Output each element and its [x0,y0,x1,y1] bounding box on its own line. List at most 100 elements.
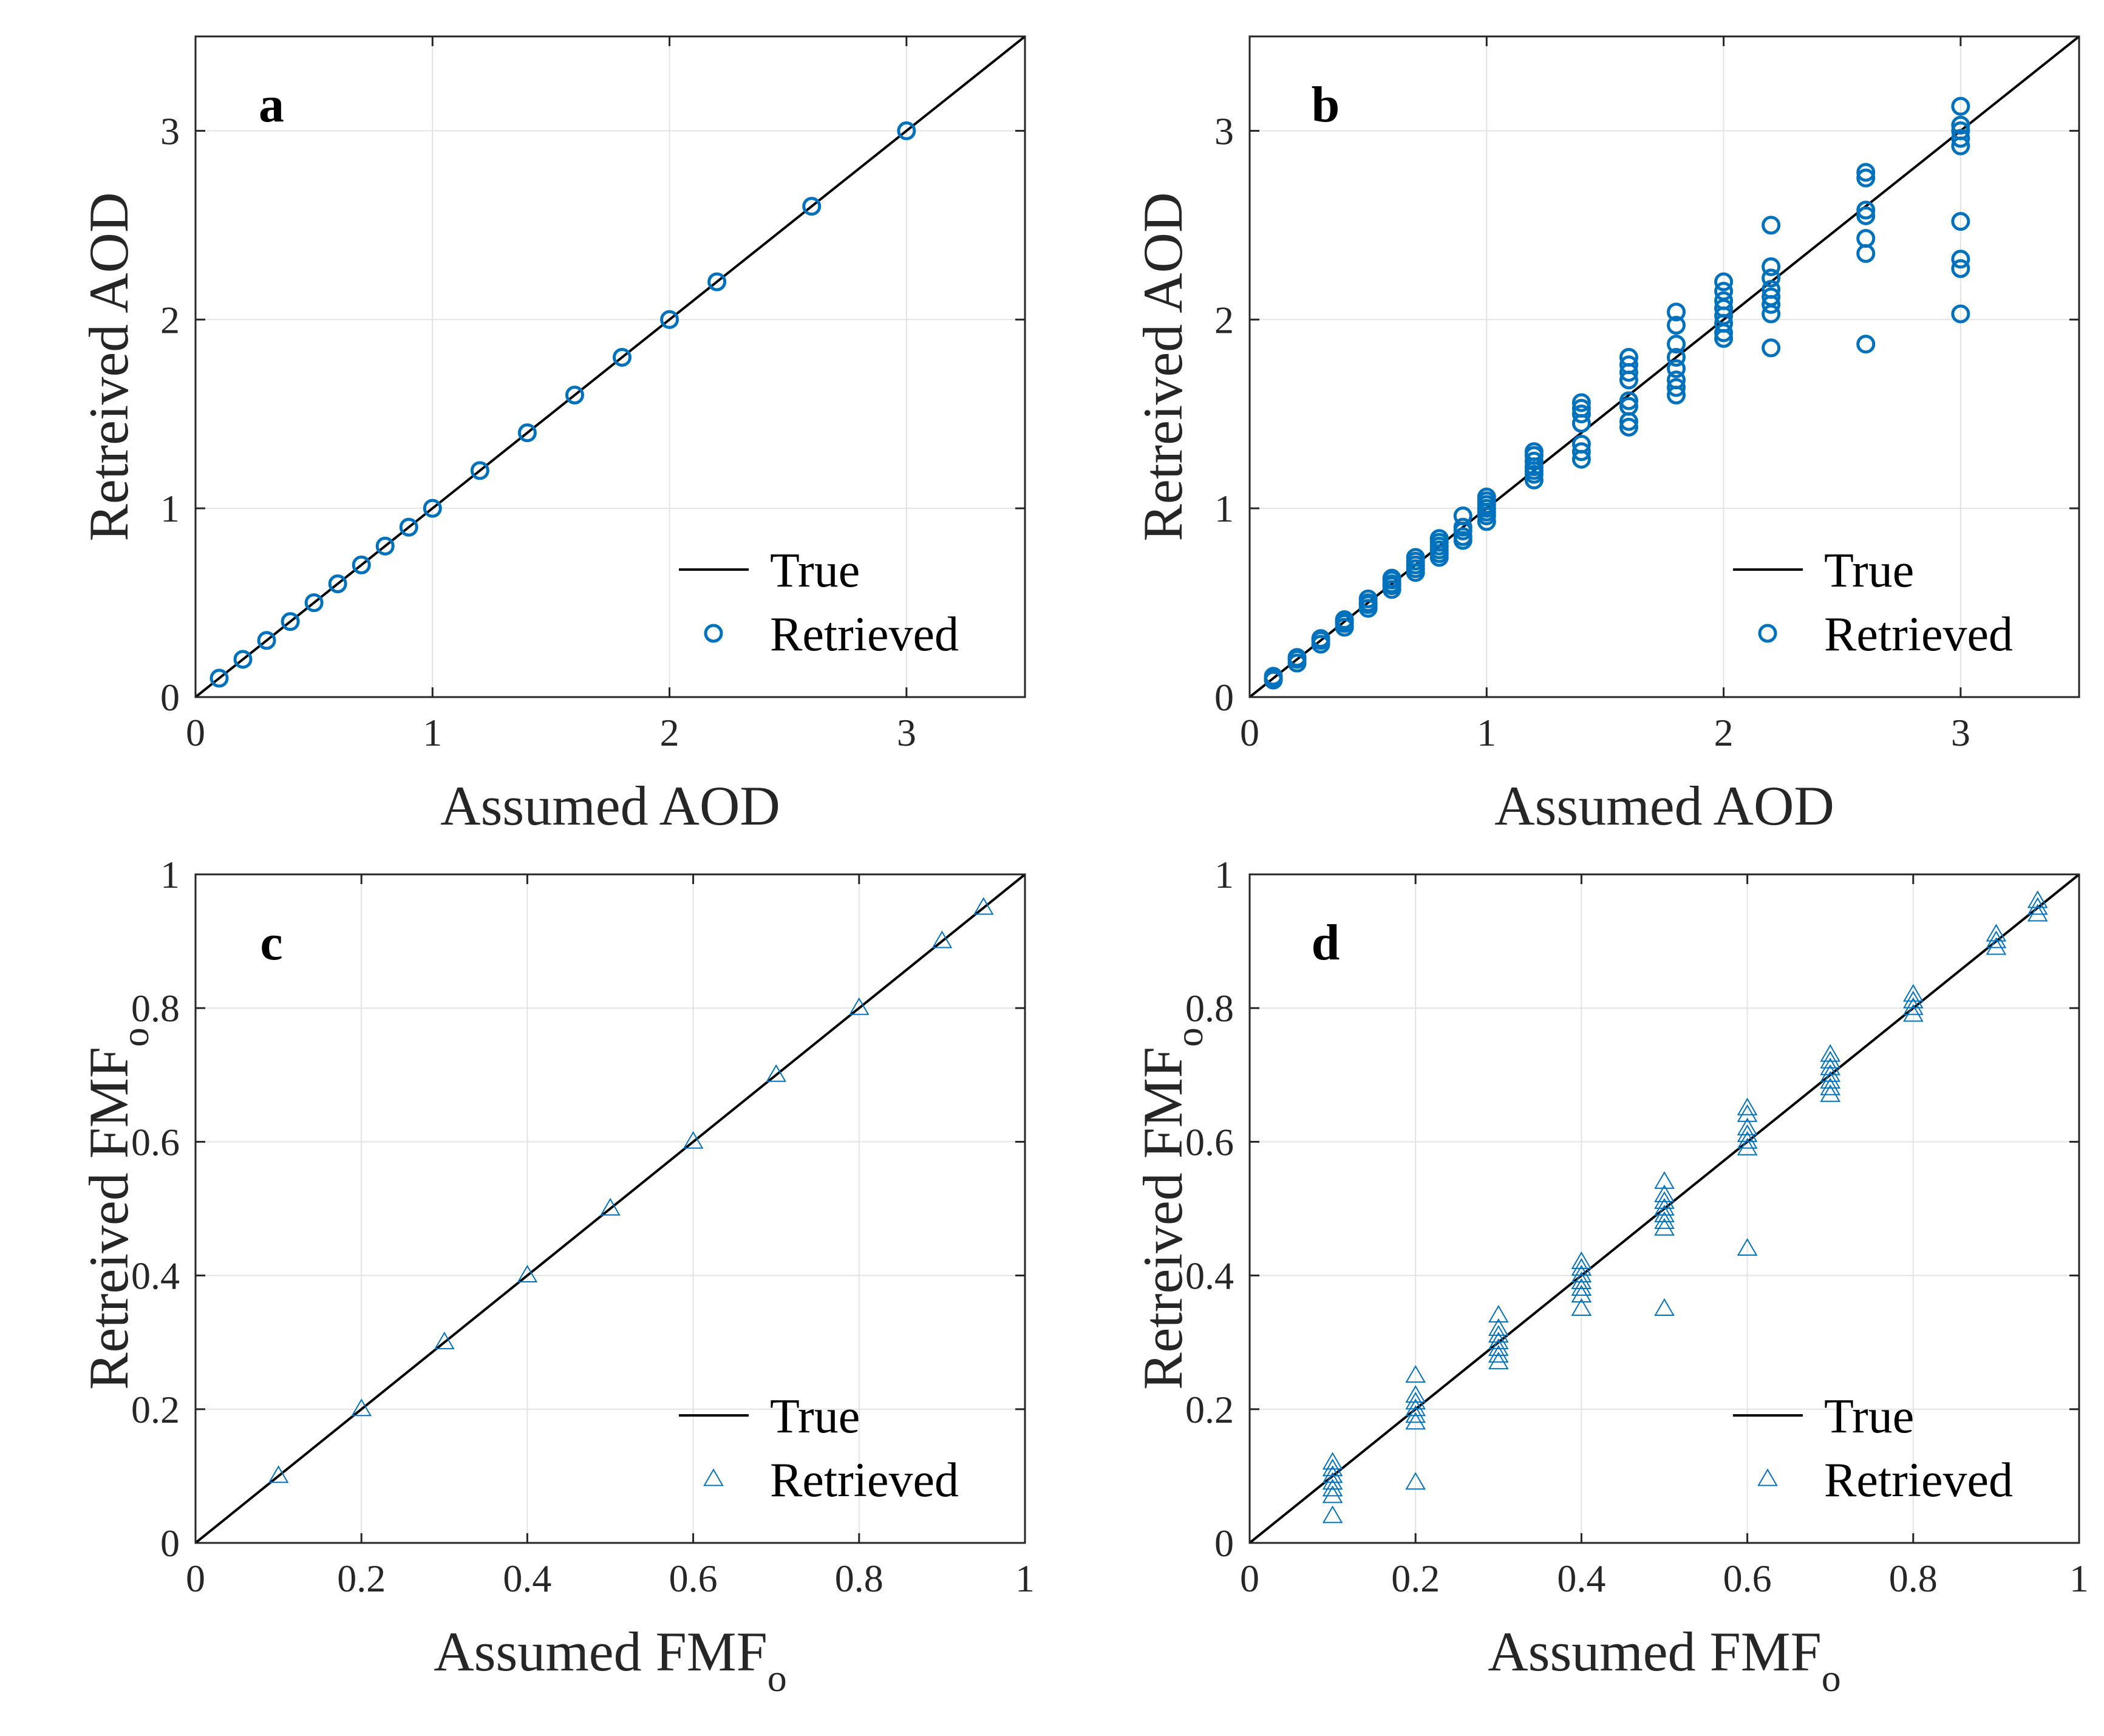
retrieved-point [2027,904,2048,922]
panel-letter: d [1312,914,1340,971]
retrieved-point [1571,442,1591,461]
retrieved-point [1322,1465,1343,1483]
x-tick-label: 0.8 [835,1557,883,1600]
y-axis-title-main: Retreived FMF [1132,1047,1194,1390]
retrieved-point [660,310,679,329]
x-tick-label: 0.4 [1557,1557,1605,1600]
retrieved-point [1453,527,1472,546]
retrieved-point [1737,1117,1758,1135]
retrieved-point [1737,1097,1758,1115]
panel-a: 0 1 2 3 0 1 2 3 Assumed AOD Retreived AOD a True Ret… [78,35,1026,837]
retrieved-point [1488,1332,1509,1350]
y-axis-title: Retreived AOD [1132,192,1194,542]
true-line [196,874,1025,1543]
x-tick-label: 1 [1477,711,1496,754]
retrieved-point [1654,1171,1675,1189]
retrieved-point [1322,1485,1343,1503]
retrieved-point [1571,1251,1592,1269]
panel-letter: b [1312,77,1340,133]
retrieved-point [1737,1124,1758,1142]
retrieved-point [1429,529,1449,548]
panel-b: 0 1 2 3 0 1 2 3 Assumed AOD Retreived AOD b True Ret… [1132,35,2080,837]
y-axis-title: Retreived FMFo [78,1027,157,1390]
x-tick-label: 1 [423,711,442,754]
retrieved-point [1856,168,1876,188]
retrieved-point [1571,393,1591,412]
retrieved-point [1311,629,1330,648]
retrieved-point [1571,1278,1592,1296]
retrieved-point [352,555,371,574]
retrieved-point [1737,1131,1758,1149]
y-axis-title: Retreived AOD [78,192,140,542]
retrieved-point [1405,1472,1426,1490]
retrieved-point [1405,1412,1426,1430]
retrieved-point [1667,316,1686,335]
x-tick-label: 2 [1714,711,1734,754]
axes-frame [1248,873,2080,1544]
retrieved-point [1667,378,1686,397]
retrieved-point [1382,568,1401,588]
retrieved-point [1951,121,1970,140]
retrieved-point [1820,1084,1841,1102]
y-tick-label: 1 [1214,853,1234,896]
y-tick-label: 0.6 [1185,1120,1234,1163]
retrieved-point [1762,338,1781,358]
retrieved-point [1287,648,1307,667]
retrieved-point [1951,115,1970,135]
retrieved-point [1856,200,1876,220]
retrieved-point [1619,397,1638,416]
retrieved-point [268,1465,289,1483]
retrieved-point [1264,667,1283,686]
legend-label-true: True [1824,544,1914,597]
retrieved-point [1488,1325,1509,1343]
retrieved-point [1619,347,1638,367]
retrieved-point [399,517,418,537]
retrieved-point [1477,487,1496,506]
retrieved-point [1322,1505,1343,1523]
y-tick-label: 0.2 [131,1388,180,1431]
retrieved-point [1986,924,2007,942]
retrieved-point [375,536,395,556]
legend-label-retrieved: Retrieved [1824,608,2013,661]
retrieved-point [1737,1104,1758,1122]
retrieved-point [802,197,822,216]
retrieved-point [281,612,300,631]
axes-frame [194,35,1026,698]
retrieved-point [1737,1237,1758,1256]
retrieved-point [257,631,276,650]
retrieved-point [1335,610,1354,630]
panel-letter: a [259,77,284,133]
x-axis-title: Assumed FMFo [434,1621,787,1700]
retrieved-point [1322,1479,1343,1497]
retrieved-point [1654,1204,1675,1222]
retrieved-point [1571,434,1591,454]
y-axis-title: Retreived FMFo [1132,1027,1211,1390]
retrieved-point [1667,347,1686,367]
retrieved-point [1820,1077,1841,1095]
retrieved-point [897,121,916,140]
retrieved-point [1619,417,1638,437]
retrieved-point [1902,984,1924,1002]
data-layer [196,36,1025,697]
legend-retrieved-marker [704,624,723,643]
retrieved-point [613,347,632,367]
retrieved-point [1571,1265,1592,1282]
x-tick-label: 0 [1240,1557,1259,1600]
retrieved-point [1714,291,1734,310]
x-tick-label: 0 [186,1557,205,1600]
x-tick-label: 0 [1240,711,1259,754]
retrieved-point [1524,471,1544,490]
retrieved-point [423,499,442,518]
retrieved-point [1951,97,1970,116]
y-axis-title-main: Retreived AOD [78,192,140,542]
retrieved-point [1856,206,1876,225]
retrieved-point [1654,1184,1675,1202]
retrieved-point [517,423,537,443]
retrieved-point [683,1131,704,1149]
retrieved-point [2027,890,2048,908]
retrieved-point [434,1332,455,1350]
retrieved-point [766,1064,787,1082]
legend-label-true: True [1824,1390,1914,1443]
legend-label-retrieved: Retrieved [770,1454,959,1507]
x-tick-label: 0.6 [669,1557,718,1600]
